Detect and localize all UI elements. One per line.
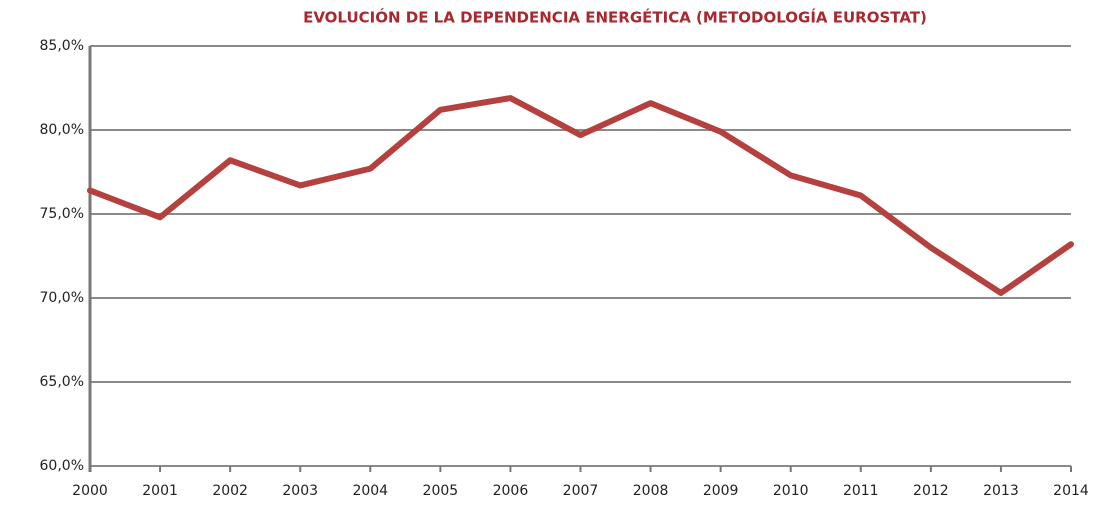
x-tick-label: 2003 xyxy=(282,483,318,499)
chart-title: EVOLUCIÓN DE LA DEPENDENCIA ENERGÉTICA (… xyxy=(303,8,927,27)
x-tick-label: 2008 xyxy=(633,483,669,499)
x-tick-label: 2000 xyxy=(72,483,108,499)
x-tick-label: 2014 xyxy=(1053,483,1089,499)
x-tick-label: 2002 xyxy=(212,483,248,499)
x-tick-label: 2007 xyxy=(563,483,599,499)
data-line xyxy=(87,95,1074,296)
y-tick-label: 75,0% xyxy=(40,206,84,222)
x-tick-label: 2011 xyxy=(843,483,879,499)
y-tick-label: 65,0% xyxy=(40,374,84,390)
x-tick-label: 2009 xyxy=(703,483,739,499)
y-tick-label: 80,0% xyxy=(40,122,84,138)
x-tick-label: 2010 xyxy=(773,483,809,499)
y-tick-label: 70,0% xyxy=(40,290,84,306)
x-tick-label: 2006 xyxy=(493,483,529,499)
x-tick-label: 2012 xyxy=(913,483,949,499)
y-tick-label: 60,0% xyxy=(40,458,84,474)
x-tick-label: 2013 xyxy=(983,483,1019,499)
x-tick-label: 2004 xyxy=(352,483,388,499)
x-tick-label: 2005 xyxy=(423,483,459,499)
y-tick-label: 85,0% xyxy=(40,38,84,54)
x-tick-label: 2001 xyxy=(142,483,178,499)
